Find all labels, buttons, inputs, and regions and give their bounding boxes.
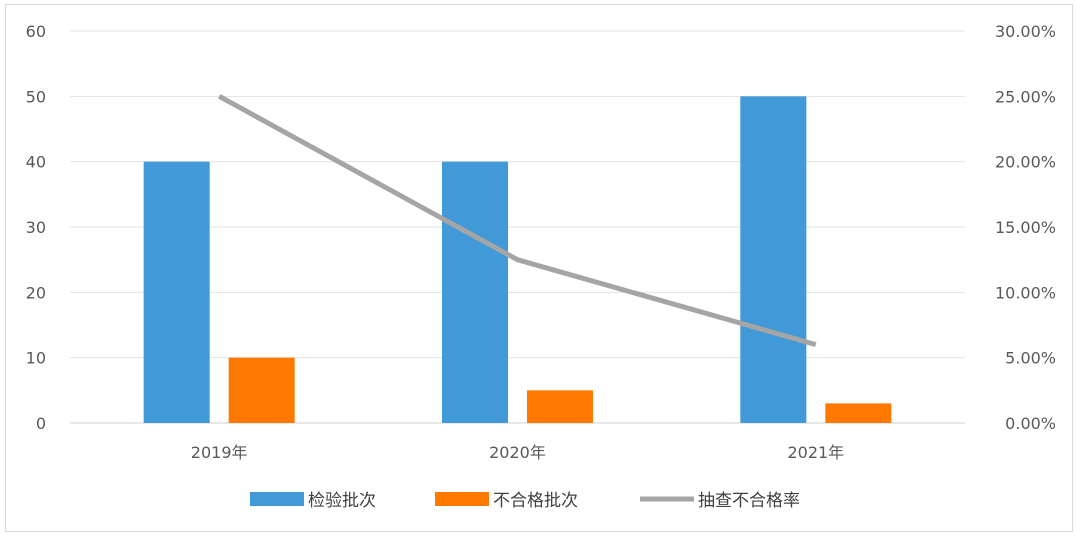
left-tick-label: 20 [26, 283, 46, 302]
legend-label: 检验批次 [308, 491, 376, 511]
legend-label: 不合格批次 [493, 491, 578, 511]
right-tick-label: 5.00% [1005, 349, 1056, 368]
left-axis-ticks: 0 10 20 30 40 50 60 [26, 22, 46, 433]
legend-label: 抽查不合格率 [698, 491, 800, 511]
category-label: 2021年 [787, 443, 844, 462]
rate-line-path [217, 94, 817, 348]
left-tick-label: 0 [36, 414, 46, 433]
bar-inspected [442, 161, 508, 423]
right-tick-label: 20.00% [995, 153, 1056, 172]
left-tick-label: 10 [26, 349, 46, 368]
category-label: 2020年 [489, 443, 546, 462]
legend-swatch [250, 492, 304, 506]
legend-swatch [435, 492, 489, 506]
right-axis-ticks: 0.00% 5.00% 10.00% 15.00% 20.00% 25.00% 30.00% [995, 22, 1056, 433]
right-tick-label: 0.00% [1005, 414, 1056, 433]
bars [143, 96, 892, 423]
right-tick-label: 30.00% [995, 22, 1056, 41]
bar-unqualified [228, 357, 295, 423]
right-tick-label: 25.00% [995, 87, 1056, 106]
gridlines [70, 30, 965, 424]
rate-line [217, 94, 817, 348]
category-labels: 2019年 2020年 2021年 [191, 443, 844, 462]
bar-inspected [143, 161, 210, 423]
left-tick-label: 60 [26, 22, 46, 41]
category-label: 2019年 [191, 443, 248, 462]
legend: 检验批次 不合格批次 抽查不合格率 [250, 491, 800, 511]
left-tick-label: 30 [26, 218, 46, 237]
bar-unqualified [825, 403, 892, 423]
left-tick-label: 50 [26, 87, 46, 106]
bar-unqualified [527, 390, 593, 423]
right-tick-label: 15.00% [995, 218, 1056, 237]
right-tick-label: 10.00% [995, 283, 1056, 302]
bar-inspected [740, 96, 807, 423]
left-tick-label: 40 [26, 153, 46, 172]
